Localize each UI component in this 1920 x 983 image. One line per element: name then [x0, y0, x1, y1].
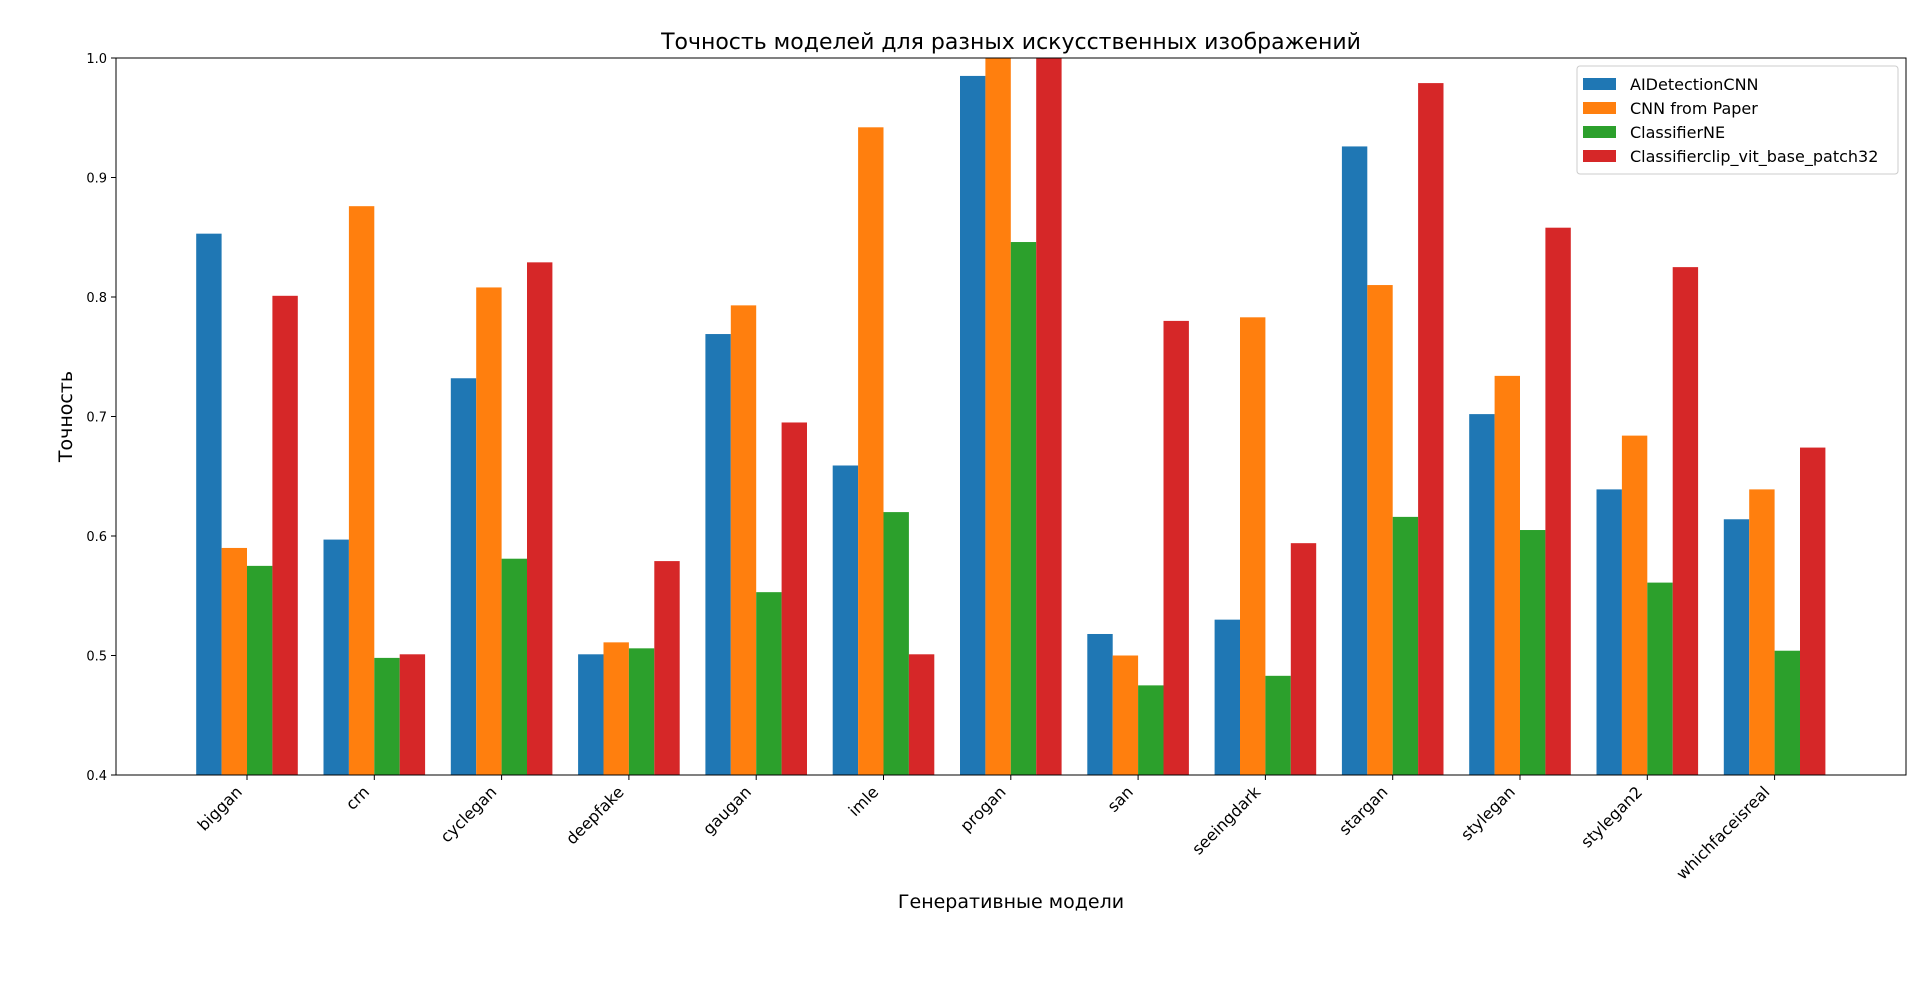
bar-ClassifierNE-whichfaceisreal	[1774, 650, 1800, 775]
bars-layer	[196, 58, 1826, 776]
bar-Classifierclip_vit_base_patch32-imle	[908, 654, 935, 775]
legend-swatch	[1583, 150, 1616, 162]
bar-ClassifierNE-stargan	[1392, 516, 1419, 775]
x-tick-label: crn	[342, 782, 373, 813]
x-tick-label: whichfaceisreal	[1672, 782, 1773, 883]
x-axis-label: Генеративные модели	[898, 891, 1124, 913]
x-tick-label: imle	[845, 782, 883, 820]
bar-Classifierclip_vit_base_patch32-biggan	[272, 295, 298, 775]
x-tick-label: deepfake	[562, 782, 628, 848]
y-tick-label: 0.7	[86, 411, 107, 426]
x-tick-label: gaugan	[699, 782, 755, 838]
bar-ClassifierNE-san	[1138, 685, 1164, 775]
x-tick-label: stylegan2	[1577, 782, 1646, 851]
bar-ClassifierNE-stylegan2	[1647, 582, 1673, 775]
bar-CNN from Paper-progan	[985, 58, 1011, 775]
legend-box	[1576, 65, 1899, 175]
bar-CNN from Paper-biggan	[221, 547, 247, 775]
bar-AIDetectionCNN-imle	[832, 465, 859, 775]
legend-swatch	[1583, 126, 1616, 138]
legend-label: Classifierclip_vit_base_patch32	[1630, 147, 1878, 167]
y-tick-label: 0.6	[86, 530, 107, 545]
bar-CNN from Paper-stylegan	[1494, 375, 1520, 775]
bar-ClassifierNE-crn	[374, 657, 400, 775]
bar-AIDetectionCNN-biggan	[196, 233, 222, 776]
x-tick-label: stargan	[1335, 782, 1391, 838]
bar-AIDetectionCNN-gaugan	[705, 334, 731, 775]
bar-ClassifierNE-imle	[883, 512, 909, 775]
bar-AIDetectionCNN-progan	[960, 75, 986, 776]
y-tick-label: 0.4	[86, 769, 107, 784]
x-tick-label: san	[1103, 782, 1136, 815]
bar-ClassifierNE-cyclegan	[501, 558, 527, 775]
y-tick-label: 0.9	[86, 172, 107, 187]
x-tick-label: progan	[956, 782, 1009, 835]
bar-ClassifierNE-gaugan	[756, 592, 782, 775]
bar-CNN from Paper-gaugan	[730, 305, 757, 775]
x-tick-label: stylegan	[1457, 782, 1519, 844]
legend-label: AIDetectionCNN	[1630, 75, 1759, 94]
bar-CNN from Paper-imle	[858, 127, 884, 775]
x-tick-label: cyclegan	[436, 782, 500, 846]
bar-ClassifierNE-deepfake	[628, 648, 655, 775]
bar-ClassifierNE-progan	[1010, 242, 1037, 775]
bar-AIDetectionCNN-whichfaceisreal	[1723, 519, 1750, 775]
bar-CNN from Paper-cyclegan	[476, 287, 502, 775]
bar-CNN from Paper-deepfake	[603, 642, 629, 775]
bar-Classifierclip_vit_base_patch32-stargan	[1418, 83, 1444, 776]
legend: AIDetectionCNN CNN from Paper ClassifierNE…	[1576, 65, 1899, 175]
bar-AIDetectionCNN-stylegan2	[1596, 489, 1622, 775]
bar-AIDetectionCNN-cyclegan	[450, 378, 477, 775]
bar-Classifierclip_vit_base_patch32-whichfaceisreal	[1800, 447, 1826, 775]
bar-Classifierclip_vit_base_patch32-cyclegan	[527, 262, 553, 776]
bar-CNN from Paper-crn	[348, 206, 375, 775]
x-axis: biggan crn cyclegan deepfake gaugan imle proga…	[194, 775, 1776, 883]
bar-CNN from Paper-stargan	[1367, 285, 1393, 775]
bar-AIDetectionCNN-crn	[323, 539, 349, 775]
bar-Classifierclip_vit_base_patch32-gaugan	[781, 422, 807, 775]
bar-ClassifierNE-seeingdark	[1265, 675, 1291, 775]
bar-Classifierclip_vit_base_patch32-seeingdark	[1290, 543, 1317, 775]
bar-ClassifierNE-biggan	[247, 565, 273, 775]
legend-swatch	[1583, 102, 1616, 114]
bar-AIDetectionCNN-stargan	[1341, 146, 1368, 775]
y-tick-label: 0.5	[86, 650, 107, 665]
bar-AIDetectionCNN-stylegan	[1469, 414, 1495, 775]
bar-Classifierclip_vit_base_patch32-progan	[1036, 58, 1062, 775]
bar-Classifierclip_vit_base_patch32-stylegan	[1545, 227, 1571, 775]
bar-CNN from Paper-seeingdark	[1240, 317, 1266, 775]
bar-AIDetectionCNN-san	[1087, 633, 1113, 775]
bar-CNN from Paper-stylegan2	[1621, 435, 1648, 775]
legend-label: ClassifierNE	[1630, 123, 1725, 142]
x-tick-label: biggan	[194, 782, 246, 834]
bar-Classifierclip_vit_base_patch32-san	[1163, 320, 1189, 775]
y-axis: 0.4 0.5 0.6 0.7 0.8 0.9 1.0	[86, 52, 116, 784]
bar-AIDetectionCNN-seeingdark	[1214, 619, 1240, 775]
bar-Classifierclip_vit_base_patch32-crn	[399, 654, 426, 775]
y-tick-label: 1.0	[86, 52, 107, 67]
y-axis-label: Точность	[55, 371, 77, 463]
x-tick-label: seeingdark	[1188, 782, 1265, 859]
legend-label: CNN from Paper	[1630, 99, 1758, 118]
bar-CNN from Paper-whichfaceisreal	[1749, 489, 1775, 775]
bar-Classifierclip_vit_base_patch32-stylegan2	[1672, 267, 1699, 775]
bar-Classifierclip_vit_base_patch32-deepfake	[654, 561, 680, 775]
legend-swatch	[1583, 78, 1616, 90]
y-tick-label: 0.8	[86, 291, 107, 306]
chart-title: Точность моделей для разных искусственны…	[660, 30, 1361, 55]
bar-AIDetectionCNN-deepfake	[578, 654, 604, 775]
bar-CNN from Paper-san	[1112, 655, 1139, 775]
bar-ClassifierNE-stylegan	[1520, 530, 1546, 775]
